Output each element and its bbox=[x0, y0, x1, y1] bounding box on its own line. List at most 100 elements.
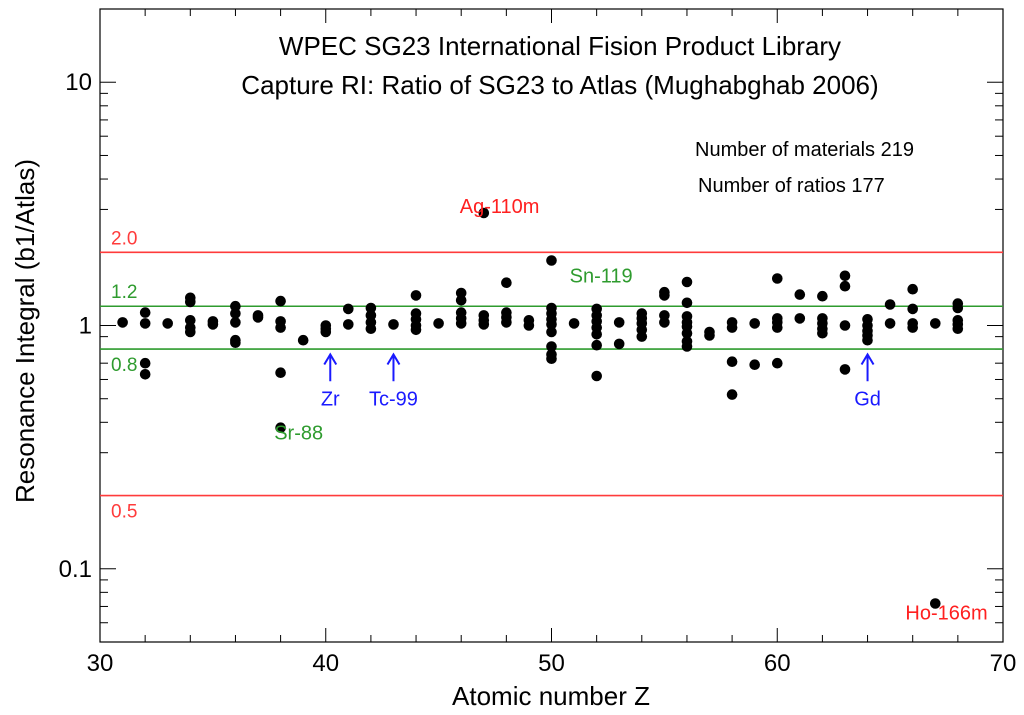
data-point bbox=[772, 322, 783, 333]
data-point bbox=[681, 276, 693, 288]
data-point bbox=[681, 341, 693, 352]
data-point bbox=[501, 317, 512, 328]
data-point bbox=[659, 290, 670, 301]
data-point bbox=[455, 294, 467, 306]
data-point bbox=[907, 303, 918, 315]
data-point bbox=[410, 290, 422, 301]
tick-labels: 30 40 50 60 70 0.1 1 10 bbox=[59, 69, 1017, 677]
data-point bbox=[749, 318, 760, 329]
data-point bbox=[365, 323, 377, 335]
data-points bbox=[117, 207, 964, 609]
data-point bbox=[185, 296, 196, 308]
data-point bbox=[501, 277, 512, 289]
data-point bbox=[726, 356, 738, 368]
point-label: Sn-119 bbox=[570, 266, 633, 288]
chart-subtitle: Capture RI: Ratio of SG23 to Atlas (Mugh… bbox=[241, 70, 878, 100]
data-point bbox=[523, 320, 535, 331]
y-tick-label: 1 bbox=[79, 313, 92, 340]
data-point bbox=[455, 318, 467, 329]
data-point bbox=[320, 326, 332, 338]
data-point bbox=[591, 339, 602, 351]
data-point bbox=[659, 317, 670, 328]
data-point bbox=[568, 318, 580, 329]
data-point bbox=[365, 302, 377, 314]
reference-line-label: 1.2 bbox=[111, 282, 137, 303]
data-point bbox=[546, 326, 557, 338]
chart-title: WPEC SG23 International Fision Product L… bbox=[279, 31, 841, 61]
info-materials: Number of materials 219 bbox=[695, 139, 914, 161]
data-point bbox=[297, 334, 309, 346]
data-point bbox=[636, 331, 648, 342]
x-axis-label: Atomic number Z bbox=[452, 681, 650, 711]
data-point bbox=[884, 318, 896, 329]
data-point bbox=[794, 313, 806, 324]
data-point bbox=[230, 300, 241, 312]
arrow-head bbox=[860, 352, 875, 366]
x-tick-label: 50 bbox=[538, 650, 565, 677]
data-point bbox=[478, 207, 490, 219]
data-point bbox=[930, 318, 941, 329]
arrow-label: Zr bbox=[321, 388, 340, 410]
data-point bbox=[613, 338, 625, 350]
data-point bbox=[591, 370, 602, 382]
data-point bbox=[862, 334, 873, 346]
data-point bbox=[433, 318, 444, 329]
data-point bbox=[749, 359, 760, 371]
data-point bbox=[726, 389, 738, 400]
reference-line-label: 2.0 bbox=[111, 228, 137, 249]
data-point bbox=[343, 319, 354, 330]
point-label: Ag-110m bbox=[460, 196, 540, 218]
data-point bbox=[681, 297, 693, 309]
data-point bbox=[546, 255, 557, 266]
reference-line-label: 0.8 bbox=[111, 355, 137, 376]
info-ratios: Number of ratios 177 bbox=[698, 175, 885, 197]
data-point bbox=[275, 422, 286, 434]
arrow-label: Gd bbox=[854, 388, 881, 410]
data-point bbox=[613, 317, 625, 328]
data-point bbox=[817, 290, 828, 302]
data-point bbox=[907, 322, 918, 333]
y-tick-label: 10 bbox=[65, 69, 92, 96]
y-tick-label: 0.1 bbox=[59, 556, 92, 583]
data-point bbox=[230, 337, 241, 349]
data-point bbox=[930, 598, 941, 609]
data-point bbox=[546, 341, 557, 352]
data-point bbox=[139, 357, 151, 369]
data-point bbox=[275, 322, 286, 333]
arrow-head bbox=[386, 352, 401, 366]
data-point bbox=[817, 327, 828, 339]
data-point bbox=[343, 303, 354, 315]
data-point bbox=[839, 270, 851, 282]
data-point bbox=[185, 315, 196, 326]
data-point bbox=[275, 295, 286, 307]
data-point bbox=[185, 326, 196, 338]
data-point bbox=[839, 320, 851, 331]
x-tick-label: 30 bbox=[87, 650, 114, 677]
data-point bbox=[704, 330, 715, 341]
data-point bbox=[162, 318, 173, 329]
data-point bbox=[839, 280, 851, 292]
data-point bbox=[207, 319, 219, 330]
data-point bbox=[726, 322, 738, 333]
data-point bbox=[230, 317, 241, 328]
x-tick-label: 70 bbox=[990, 650, 1017, 677]
data-point bbox=[681, 327, 693, 339]
data-point bbox=[139, 369, 151, 380]
x-tick-label: 60 bbox=[764, 650, 791, 677]
data-point bbox=[839, 364, 851, 375]
data-point bbox=[794, 289, 806, 300]
data-point bbox=[478, 319, 490, 330]
reference-line-label: 0.5 bbox=[111, 502, 137, 523]
data-point bbox=[117, 317, 128, 328]
data-point bbox=[139, 307, 151, 318]
data-point bbox=[591, 329, 602, 340]
data-point bbox=[546, 353, 557, 365]
data-point bbox=[230, 308, 241, 319]
annotations: Ag-110m Sn-119 Sr-88 Ho-166m Zr Tc-99 Gd bbox=[274, 196, 987, 624]
data-point bbox=[907, 283, 918, 295]
x-tick-label: 40 bbox=[312, 650, 339, 677]
point-label: Sr-88 bbox=[274, 422, 323, 444]
data-point bbox=[139, 318, 151, 329]
data-point bbox=[884, 299, 896, 310]
